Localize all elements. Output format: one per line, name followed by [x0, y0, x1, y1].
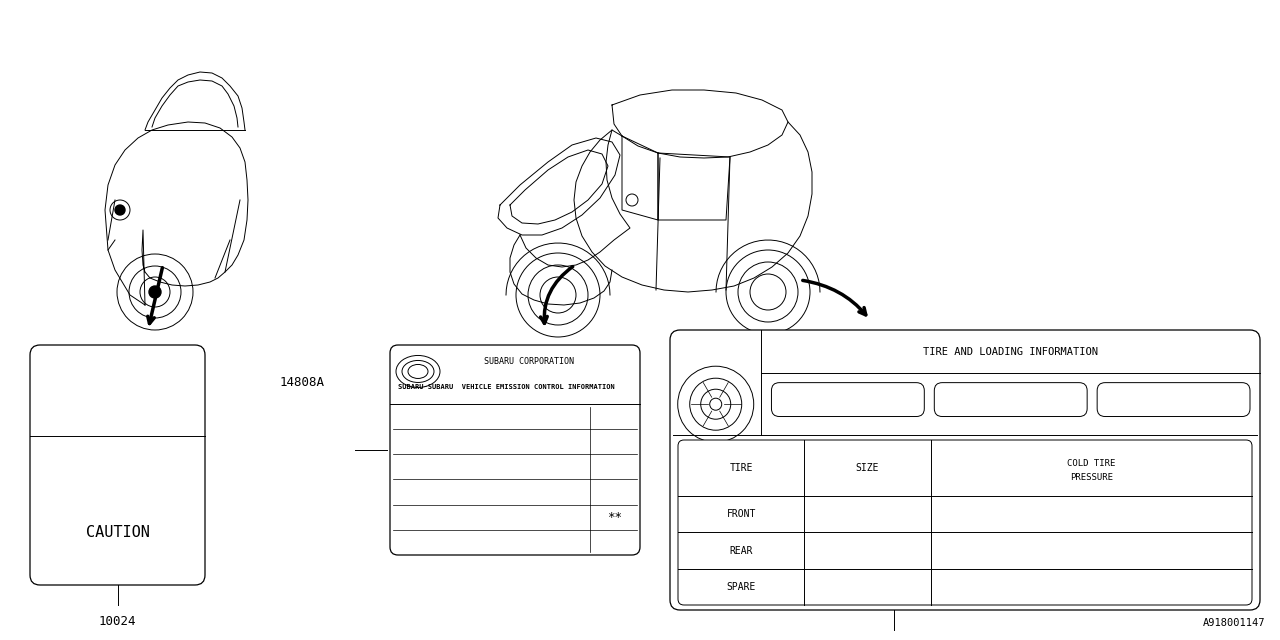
Text: 14808A: 14808A	[280, 376, 325, 388]
Text: PRESSURE: PRESSURE	[1070, 472, 1112, 481]
FancyBboxPatch shape	[390, 345, 640, 555]
Text: A918001147: A918001147	[1202, 618, 1265, 628]
Text: SPARE: SPARE	[727, 582, 755, 592]
Text: 10024: 10024	[99, 615, 136, 628]
Text: REAR: REAR	[730, 545, 753, 556]
Circle shape	[115, 205, 125, 215]
FancyBboxPatch shape	[934, 383, 1087, 417]
FancyBboxPatch shape	[678, 440, 1252, 605]
Text: SUBARU-SUBARU  VEHICLE EMISSION CONTROL INFORMATION: SUBARU-SUBARU VEHICLE EMISSION CONTROL I…	[398, 385, 614, 390]
Text: TIRE: TIRE	[730, 463, 753, 473]
Text: TIRE AND LOADING INFORMATION: TIRE AND LOADING INFORMATION	[923, 347, 1098, 356]
FancyBboxPatch shape	[1097, 383, 1251, 417]
FancyBboxPatch shape	[772, 383, 924, 417]
Text: SIZE: SIZE	[855, 463, 879, 473]
Circle shape	[148, 286, 161, 298]
Text: COLD TIRE: COLD TIRE	[1068, 458, 1115, 467]
Text: SUBARU CORPORATION: SUBARU CORPORATION	[484, 357, 573, 366]
FancyBboxPatch shape	[669, 330, 1260, 610]
Text: CAUTION: CAUTION	[86, 525, 150, 540]
FancyBboxPatch shape	[29, 345, 205, 585]
Text: **: **	[608, 511, 622, 524]
Text: FRONT: FRONT	[727, 509, 755, 519]
